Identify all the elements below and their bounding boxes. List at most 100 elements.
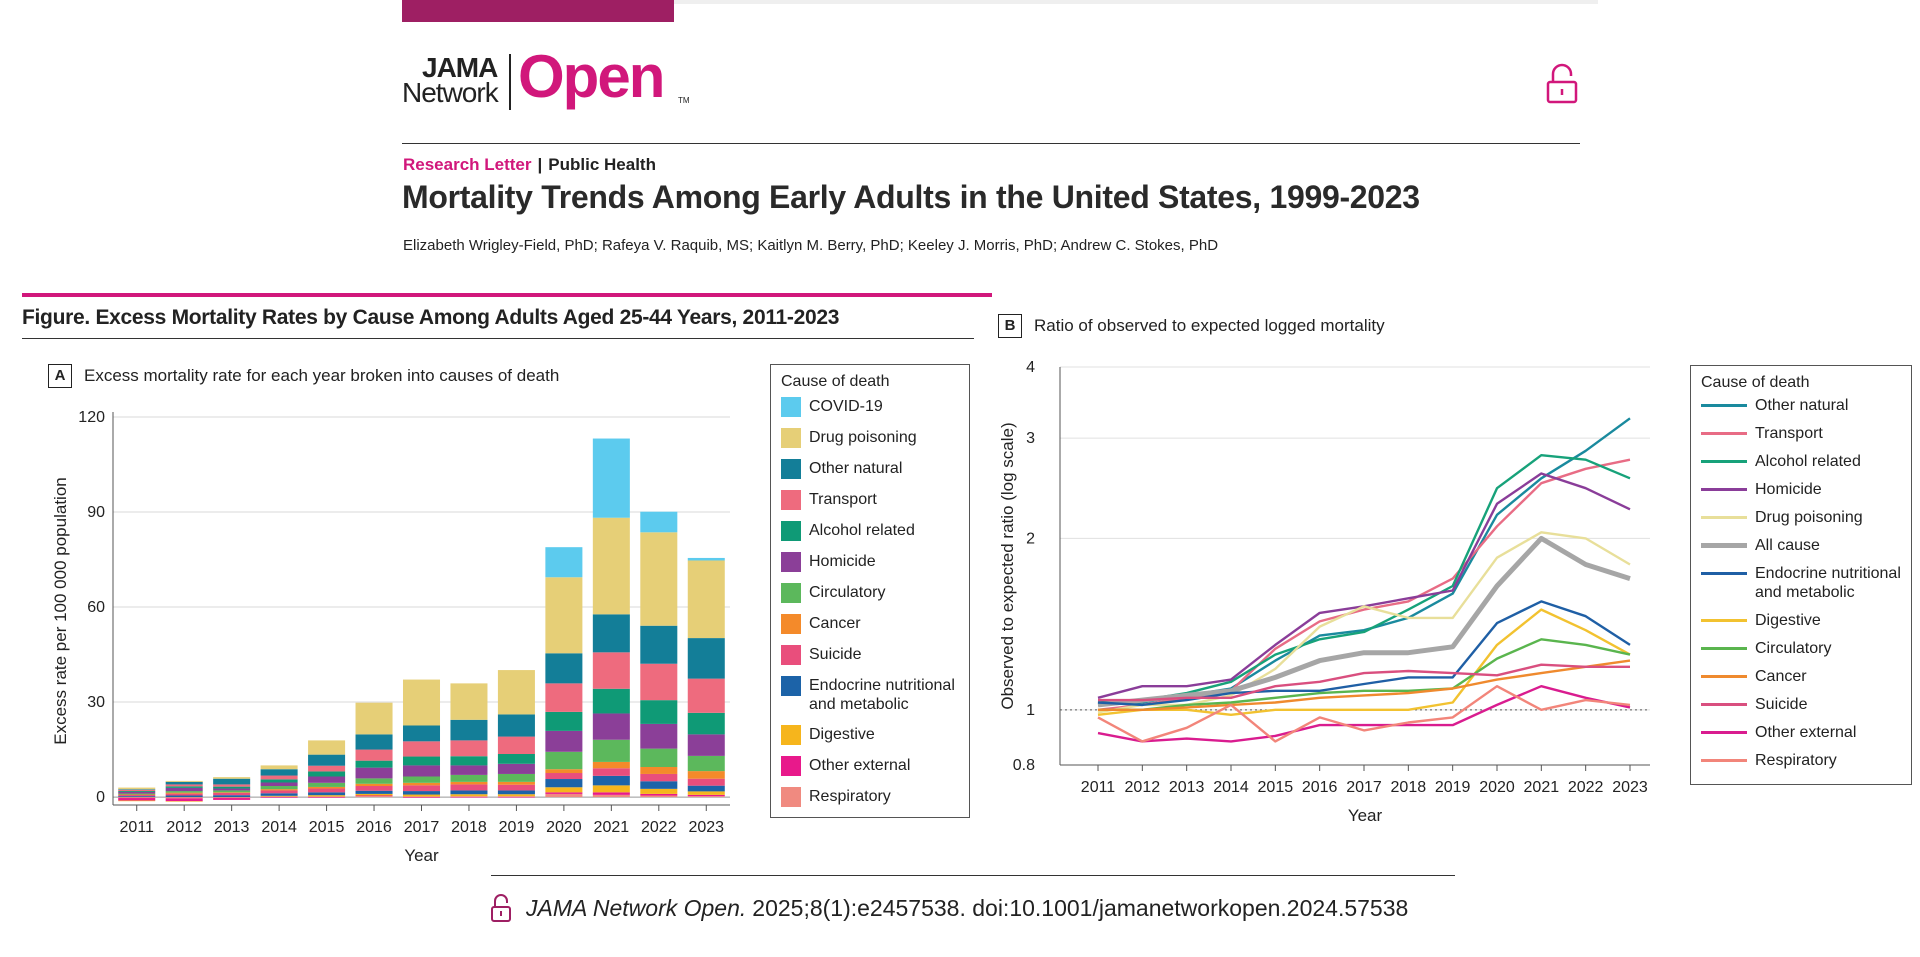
bar-segment-circulatory xyxy=(450,774,488,782)
bar-segment-digestive xyxy=(640,788,678,794)
legend-line-swatch xyxy=(1701,675,1747,678)
x-tick-label: 2014 xyxy=(1213,779,1249,796)
legend-label: Drug poisoning xyxy=(809,429,917,446)
y-axis-title: Observed to expected ratio (log scale) xyxy=(998,422,1017,709)
log-line-chart: 0.8 1 2 3 4 2011 2012 2013 2014 2015 2016 2017 2018 2… xyxy=(998,359,1650,825)
article-kicker: Research Letter | Public Health xyxy=(403,155,656,175)
legend-label: Homicide xyxy=(809,553,876,570)
legend-item-endocrine-nutritional-and-metabolic: Endocrine nutritional and metabolic xyxy=(781,676,959,714)
bar-segment-transport xyxy=(450,740,488,757)
legend-swatch xyxy=(781,614,801,634)
unlocked-lock-icon xyxy=(490,893,512,923)
bar-segment-transport xyxy=(213,784,251,787)
y-tick-label: 30 xyxy=(87,694,105,711)
article-type[interactable]: Research Letter xyxy=(403,155,532,174)
series-line-digestive xyxy=(1097,608,1631,716)
bar-segment-suicide xyxy=(450,784,488,791)
logo-open-text: Open xyxy=(518,43,665,110)
legend-swatch xyxy=(781,645,801,665)
x-tick-label: 2017 xyxy=(1346,779,1382,796)
bar-segment-drug-poisoning xyxy=(497,670,535,715)
legend-label: Cancer xyxy=(809,615,861,632)
citation: JAMA Network Open. 2025;8(1):e2457538. d… xyxy=(490,893,1408,923)
bar-segment-respiratory xyxy=(213,797,251,799)
bar-segment-endocrine-nutritional-and-metabolic xyxy=(497,790,535,795)
bar-segment-other-natural xyxy=(450,719,488,741)
bar-segment-alcohol-related xyxy=(497,754,535,764)
bar-segment-alcohol-related xyxy=(355,760,393,768)
bar-segment-suicide xyxy=(640,773,678,782)
legend-panel-b: Cause of death Other natural Transport Alc… xyxy=(1690,365,1912,785)
bar-segment-respiratory xyxy=(640,795,678,798)
bar-segment-respiratory xyxy=(308,796,346,798)
bar-segment-transport xyxy=(260,775,298,780)
bar-segment-drug-poisoning xyxy=(687,560,725,639)
article-section[interactable]: Public Health xyxy=(548,155,656,174)
bar-segment-other-external xyxy=(450,797,488,798)
x-tick-label: 2021 xyxy=(1524,779,1560,796)
y-tick-label: 4 xyxy=(1026,359,1035,376)
bar-segment-alcohol-related xyxy=(165,786,203,788)
legend-title: Cause of death xyxy=(781,373,890,390)
series-line-cancer xyxy=(1098,659,1631,711)
figure-accent-rule xyxy=(22,293,992,297)
top-gray-strip xyxy=(402,0,1598,4)
bar-segment-endocrine-nutritional-and-metabolic xyxy=(450,790,488,795)
series-line-other-external xyxy=(1097,685,1631,743)
bar-segment-other-natural xyxy=(497,714,535,737)
bar-segment-other-natural xyxy=(687,638,725,679)
bar-segment-transport xyxy=(118,789,156,792)
bar-segment-transport xyxy=(592,652,630,689)
bar-segment-digestive xyxy=(308,795,346,797)
bar-segment-endocrine-nutritional-and-metabolic xyxy=(592,775,630,786)
legend-swatch xyxy=(781,397,801,417)
bar-segment-circulatory xyxy=(118,793,156,795)
bar-segment-digestive xyxy=(687,791,725,795)
legend-label: Circulatory xyxy=(809,584,886,601)
bar-segment-homicide xyxy=(260,782,298,786)
bar-segment-digestive xyxy=(355,793,393,796)
bar-segment-circulatory xyxy=(497,773,535,782)
bar-segment-other-external xyxy=(355,795,393,797)
legend-label: Suicide xyxy=(809,646,862,663)
legend-label: Alcohol related xyxy=(1755,453,1861,470)
bar-segment-endocrine-nutritional-and-metabolic xyxy=(308,792,346,796)
bar-segment-cancer xyxy=(260,789,298,791)
legend-item-other-natural: Other natural xyxy=(781,459,959,479)
bar-segment-cancer xyxy=(355,783,393,786)
y-tick-label: 2 xyxy=(1026,530,1035,547)
bar-segment-covid-19 xyxy=(640,511,678,533)
x-tick-label: 2021 xyxy=(594,819,630,836)
bar-segment-suicide xyxy=(497,784,535,791)
x-tick-label: 2014 xyxy=(261,819,297,836)
unlocked-lock-icon[interactable] xyxy=(1546,62,1578,109)
legend-item-cancer: Cancer xyxy=(781,614,959,634)
series-line-other-natural xyxy=(1097,417,1631,707)
legend-line-swatch xyxy=(1701,488,1747,491)
bar-segment-transport xyxy=(165,784,203,787)
bar-segment-digestive xyxy=(450,794,488,797)
legend-line-swatch xyxy=(1701,516,1747,519)
legend-swatch xyxy=(781,583,801,603)
bar-segment-covid-19 xyxy=(592,438,630,518)
bar-segment-alcohol-related xyxy=(545,711,583,731)
legend-item-drug-poisoning: Drug poisoning xyxy=(1701,508,1901,527)
legend-label: Respiratory xyxy=(809,788,891,805)
citation-reference[interactable]: 2025;8(1):e2457538. doi:10.1001/jamanetw… xyxy=(752,894,1409,921)
x-tick-label: 2012 xyxy=(1125,779,1161,796)
legend-line-swatch xyxy=(1701,432,1747,435)
bar-segment-digestive xyxy=(260,795,298,797)
legend-item-digestive: Digestive xyxy=(781,725,959,745)
bar-segment-endocrine-nutritional-and-metabolic xyxy=(402,791,441,795)
bar-segment-endocrine-nutritional-and-metabolic xyxy=(213,795,251,798)
legend-item-other-natural: Other natural xyxy=(1701,396,1901,415)
legend-line-swatch xyxy=(1701,543,1747,548)
bar-segment-circulatory xyxy=(260,785,298,790)
logo-divider xyxy=(509,54,511,110)
bar-segment-other-external xyxy=(308,797,346,798)
bar-segment-homicide xyxy=(640,723,678,749)
bar-segment-circulatory xyxy=(640,748,678,767)
legend-swatch xyxy=(781,787,801,807)
bar-segment-homicide xyxy=(213,788,251,791)
bar-segment-homicide xyxy=(118,792,156,794)
